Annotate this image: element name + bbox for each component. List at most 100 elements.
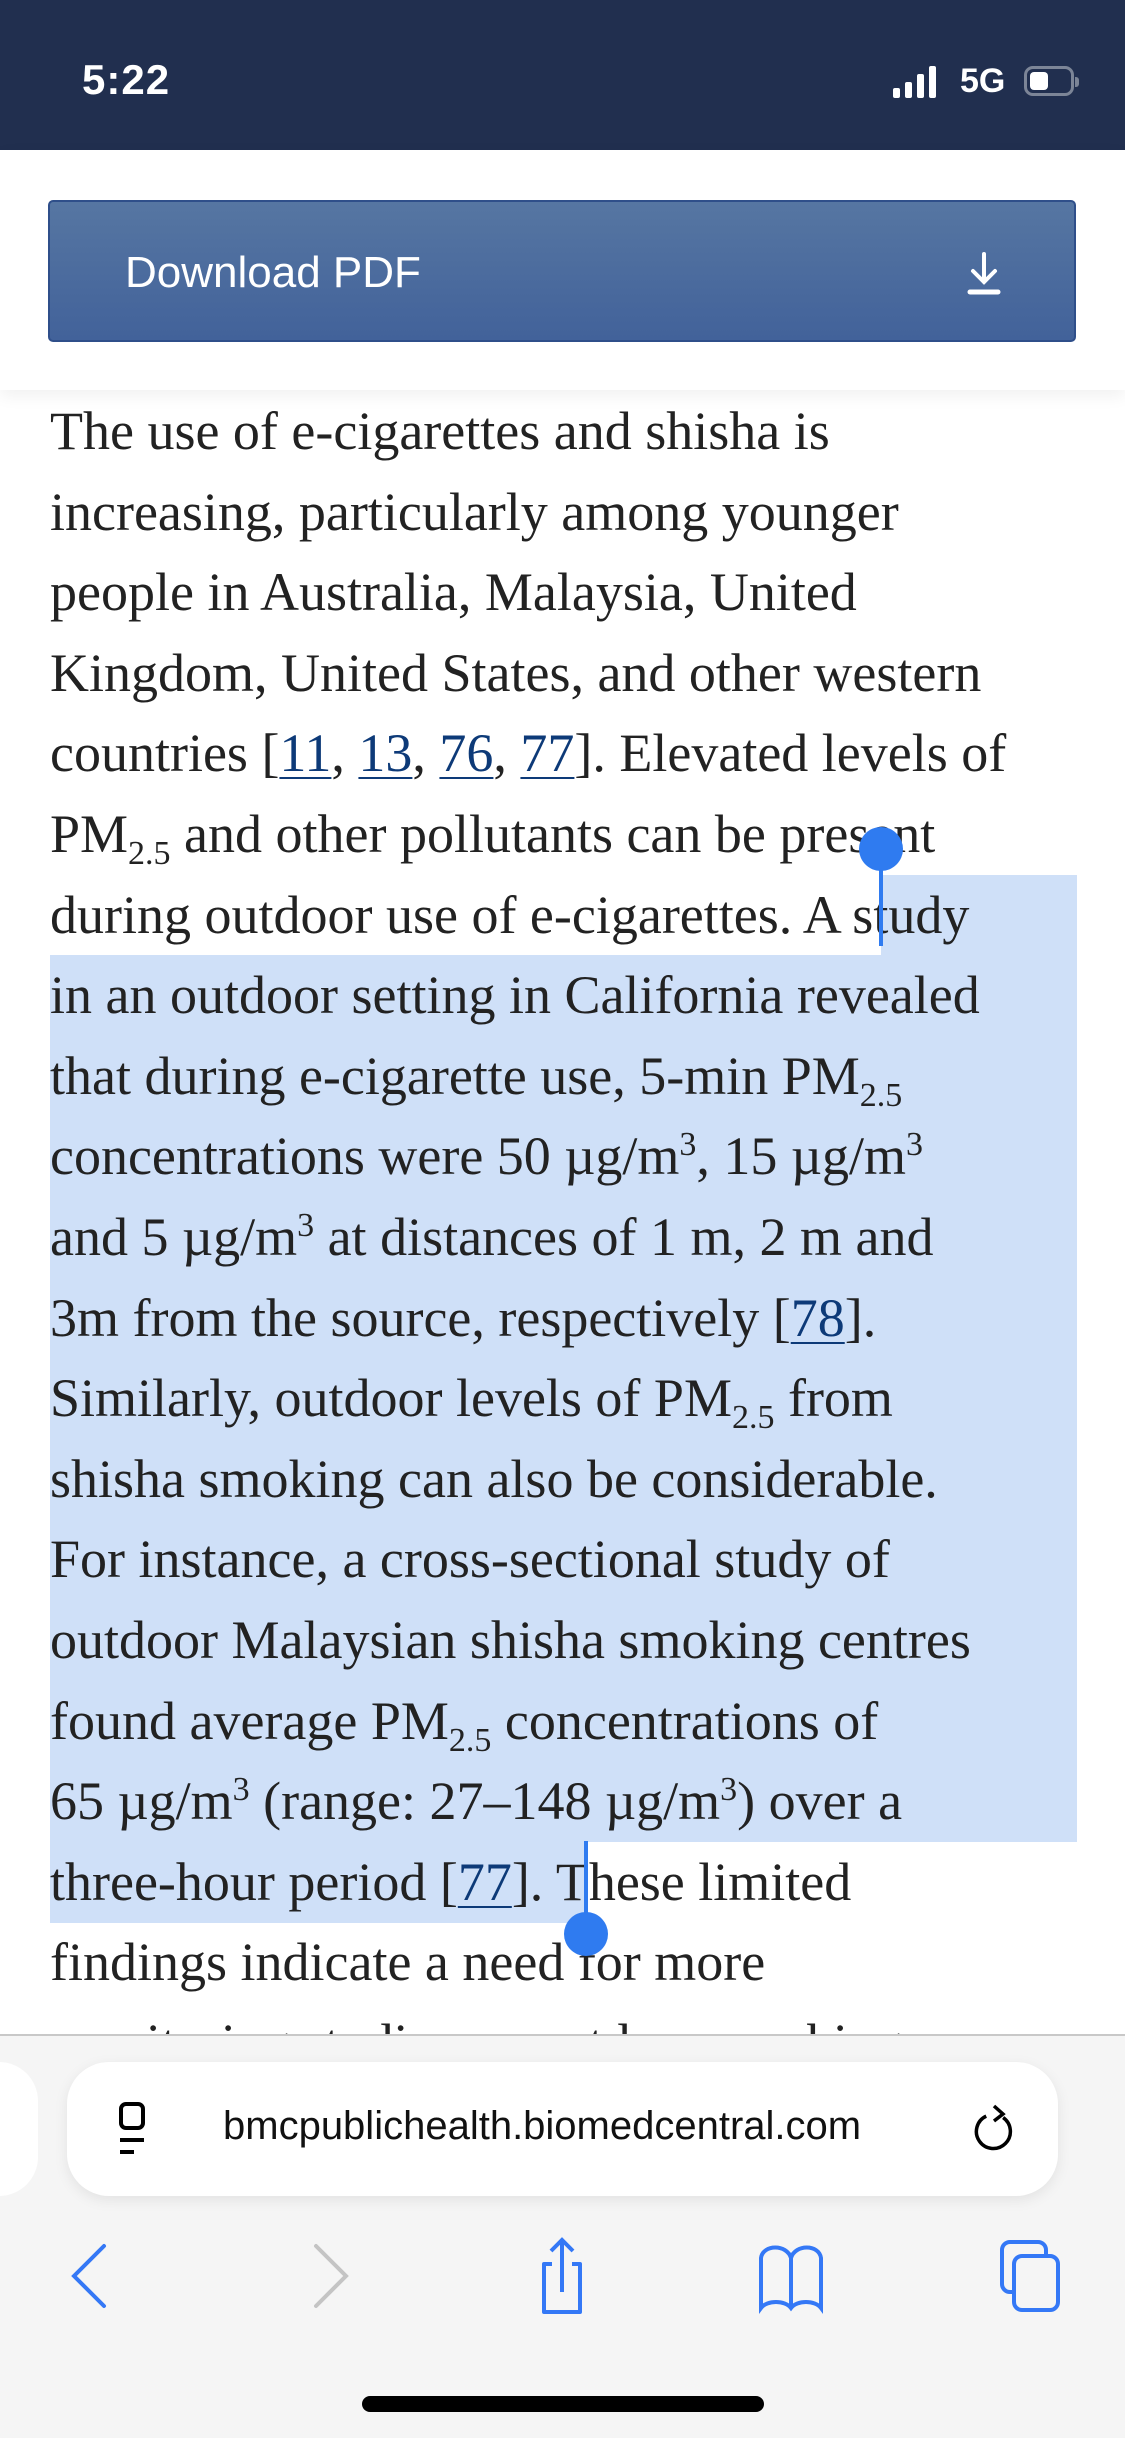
text-run: during outdoor use of e-cigarettes. A st… — [50, 884, 970, 945]
text-line: 3m from the source, respectively [78]. — [50, 1278, 876, 1359]
text-line: that during e-cigarette use, 5-min PM2.5 — [50, 1036, 902, 1117]
network-label: 5G — [960, 62, 1006, 100]
selection-highlight — [881, 874, 1077, 956]
selection-start-handle[interactable] — [879, 858, 883, 946]
text-line: findings indicate a need for more — [50, 1922, 765, 2003]
download-pdf-button[interactable]: Download PDF — [48, 200, 1076, 342]
text-run: 65 µg/m — [50, 1771, 233, 1832]
supscript: 3 — [906, 1126, 924, 1164]
citation-link[interactable]: 13 — [358, 723, 413, 784]
text-line: The use of e-cigarettes and shisha is — [50, 391, 830, 472]
subscript: 2.5 — [731, 1398, 775, 1436]
supscript: 3 — [679, 1126, 697, 1164]
selection-highlight — [50, 1841, 586, 1923]
text-line: 65 µg/m3 (range: 27–148 µg/m3) over a — [50, 1761, 902, 1842]
back-icon[interactable] — [60, 2236, 130, 2316]
text-run: , — [493, 723, 521, 784]
text-line: during outdoor use of e-cigarettes. A st… — [50, 875, 969, 956]
text-run: concentrations of — [491, 1690, 879, 1751]
citation-link[interactable]: 11 — [279, 723, 332, 784]
text-run: ]. Elevated levels of — [574, 723, 1007, 784]
citation-link[interactable]: 76 — [439, 723, 494, 784]
text-run: found average PM — [50, 1690, 449, 1751]
selection-highlight — [50, 955, 1077, 1037]
download-pdf-label: Download PDF — [125, 248, 421, 297]
text-run: , — [412, 723, 440, 784]
signal-icon — [893, 66, 936, 98]
text-run: three-hour period [ — [50, 1851, 458, 1912]
forward-icon — [314, 2244, 349, 2308]
selection-end-handle-knob[interactable] — [564, 1912, 608, 1956]
text-run: findings indicate a need for more — [50, 1932, 766, 1993]
article-header: Download PDF — [0, 150, 1125, 390]
url-text[interactable]: bmcpublichealth.biomedcentral.com — [223, 2104, 862, 2148]
selection-highlight — [50, 1035, 1077, 1117]
text-run: and other pollutants can be present — [170, 804, 936, 864]
text-run: at distances of 1 m, 2 m and — [314, 1207, 934, 1267]
citation-link[interactable]: 77 — [457, 1851, 512, 1912]
text-line: Similarly, outdoor levels of PM2.5 from — [50, 1358, 893, 1439]
selection-highlight — [50, 1519, 1077, 1601]
text-run: from — [774, 1368, 893, 1429]
text-line: monitoring studies on outdoor smoking — [50, 2003, 902, 2035]
text-line: shisha smoking can also be considerable. — [50, 1439, 938, 1520]
text-line: increasing, particularly among younger — [50, 472, 899, 553]
citation-link[interactable]: 77 — [520, 723, 575, 784]
text-run: in an outdoor setting in California reve… — [50, 965, 980, 1026]
subscript: 2.5 — [128, 834, 171, 872]
text-line: in an outdoor setting in California reve… — [50, 955, 980, 1036]
home-indicator[interactable] — [362, 2396, 764, 2412]
text-line: three-hour period [77]. These limited — [50, 1842, 851, 1923]
text-run: For instance, a cross-sectional study of — [50, 1529, 890, 1590]
supscript: 3 — [232, 1771, 250, 1809]
text-line: countries [11, 13, 76, 77]. Elevated lev… — [50, 713, 1006, 794]
reader-icon[interactable] — [119, 2102, 145, 2158]
text-run: Kingdom, United States, and other wester… — [50, 642, 982, 703]
text-run: Similarly, outdoor levels of PM — [50, 1368, 732, 1429]
clock: 5:22 — [82, 56, 171, 103]
text-run: monitoring studies on outdoor smoking — [50, 2013, 902, 2035]
text-run: and 5 µg/m — [50, 1207, 298, 1267]
text-run: (range: 27–148 µg/m — [249, 1771, 721, 1832]
selection-highlight — [50, 1680, 1077, 1762]
text-line: and 5 µg/m3 at distances of 1 m, 2 m and — [50, 1197, 933, 1278]
battery-icon — [1024, 66, 1079, 96]
download-arrow-icon — [967, 252, 1001, 295]
selection-highlight — [50, 1277, 1077, 1359]
supscript: 3 — [720, 1771, 738, 1809]
text-line: outdoor Malaysian shisha smoking centres — [50, 1600, 971, 1681]
text-run: that during e-cigarette use, 5-min PM — [50, 1045, 860, 1106]
selection-highlight — [50, 1358, 1077, 1440]
text-run: outdoor Malaysian shisha smoking centres — [50, 1610, 971, 1670]
text-run: people in Australia, Malaysia, United — [50, 562, 857, 623]
text-run: The use of e-cigarettes and shisha is — [50, 401, 830, 461]
browser-toolbar: bmcpublichealth.biomedcentral.com — [0, 2034, 1125, 2438]
previous-tab-card[interactable] — [0, 2062, 38, 2196]
text-run: concentrations were 50 µg/m — [50, 1126, 680, 1187]
selection-highlight — [50, 1197, 1077, 1278]
text-run: , — [331, 723, 359, 784]
selection-end-handle[interactable] — [584, 1841, 588, 1931]
reload-icon[interactable] — [974, 2102, 1018, 2158]
text-run: countries [ — [50, 723, 280, 784]
text-run: shisha smoking can also be considerable. — [50, 1448, 938, 1509]
selection-highlight — [50, 1600, 1077, 1681]
selection-highlight — [50, 1116, 1077, 1198]
address-bar[interactable]: bmcpublichealth.biomedcentral.com — [67, 2062, 1058, 2196]
text-line: concentrations were 50 µg/m3, 15 µg/m3 — [50, 1116, 923, 1197]
bookmarks-icon[interactable] — [756, 2236, 826, 2316]
text-run: ]. — [844, 1287, 877, 1348]
text-run: , 15 µg/m — [696, 1126, 907, 1187]
text-run: ]. These limited — [511, 1851, 852, 1912]
share-icon[interactable] — [527, 2236, 597, 2316]
article-body[interactable]: The use of e-cigarettes and shisha is inc… — [0, 0, 1125, 2035]
citation-link[interactable]: 78 — [790, 1287, 845, 1348]
text-line: PM2.5 and other pollutants can be presen… — [50, 794, 935, 875]
text-run: PM — [50, 804, 129, 864]
text-run: 3m from the source, respectively [ — [50, 1287, 791, 1348]
text-line: people in Australia, Malaysia, United — [50, 552, 857, 633]
status-bar: 5:22 5G — [0, 0, 1125, 150]
text-run: increasing, particularly among younger — [50, 481, 899, 542]
selection-start-handle-knob[interactable] — [859, 827, 903, 871]
tabs-icon[interactable] — [996, 2236, 1066, 2316]
